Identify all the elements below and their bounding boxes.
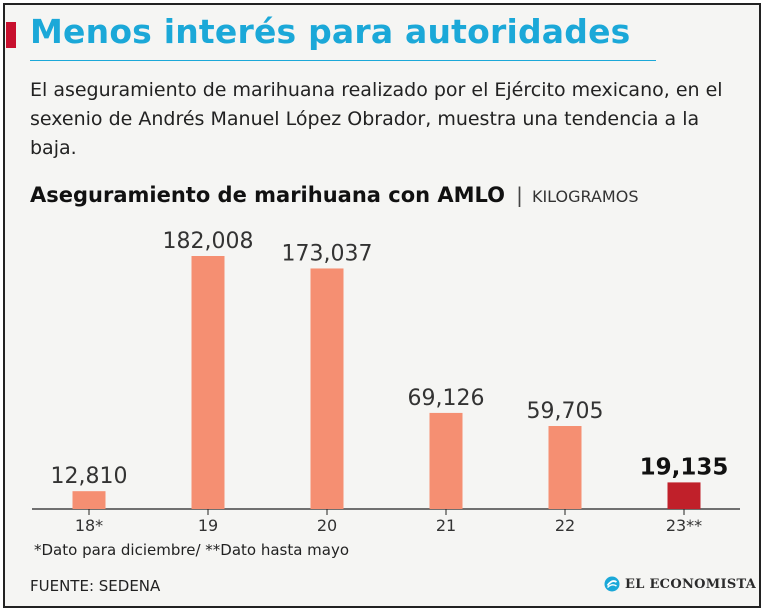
category-label-3: 21 [436, 516, 456, 535]
chart-header: Aseguramiento de marihuana con AMLO | KI… [30, 183, 638, 207]
category-label-5: 23** [666, 516, 702, 535]
infographic-card [3, 3, 761, 608]
el-economista-logo: EL ECONOMISTA [604, 576, 756, 592]
chart-footnote: *Dato para diciembre/ **Dato hasta mayo [34, 541, 350, 559]
category-label-4: 22 [555, 516, 575, 535]
page-title: Menos interés para autoridades [30, 12, 631, 51]
bar-4 [548, 426, 582, 509]
value-label-4: 59,705 [527, 399, 604, 424]
category-label-0: 18* [75, 516, 103, 535]
bar-2 [310, 268, 344, 509]
chart-unit-label: KILOGRAMOS [531, 187, 639, 206]
title-underline [30, 60, 656, 61]
source-note: FUENTE: SEDENA [30, 577, 161, 595]
title-accent-marker [6, 22, 16, 48]
el-economista-logo-icon [604, 576, 620, 592]
bar-5 [667, 482, 701, 509]
bar-1 [191, 256, 225, 509]
bar-0 [72, 491, 106, 509]
chart-title: Aseguramiento de marihuana con AMLO [30, 183, 506, 207]
value-label-0: 12,810 [51, 464, 128, 489]
bar-3 [429, 412, 463, 509]
value-label-5: 19,135 [640, 454, 729, 480]
category-label-1: 19 [198, 516, 218, 535]
el-economista-logo-text: EL ECONOMISTA [625, 576, 757, 592]
subtitle-text: El aseguramiento de marihuana realizado … [30, 79, 723, 159]
value-label-1: 182,008 [163, 229, 254, 254]
category-label-2: 20 [317, 516, 337, 535]
chart-title-separator: | [516, 183, 523, 207]
value-label-3: 69,126 [408, 386, 485, 411]
value-label-2: 173,037 [282, 241, 373, 266]
